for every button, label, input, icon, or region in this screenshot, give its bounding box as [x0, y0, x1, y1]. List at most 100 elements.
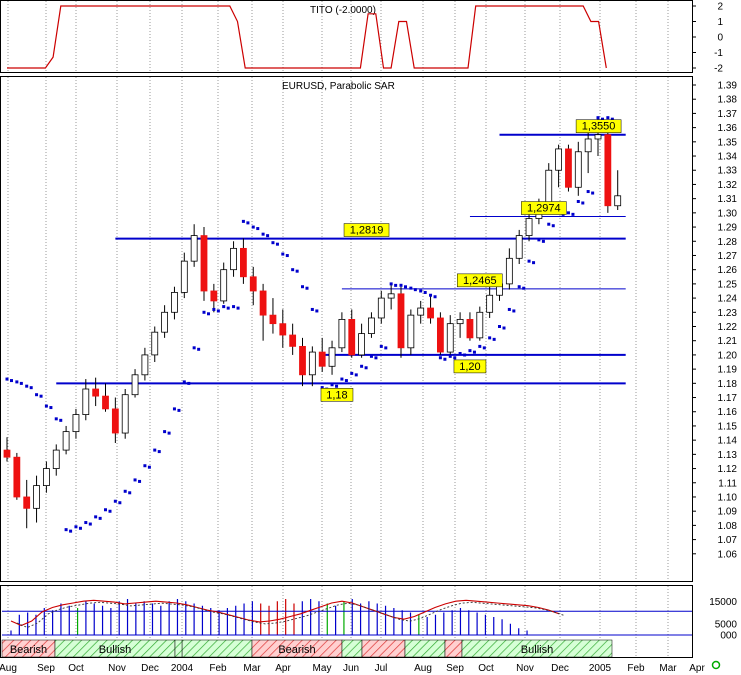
zone-bearish — [361, 639, 406, 658]
candle-body — [594, 134, 602, 140]
sar-dot — [433, 295, 437, 299]
sar-dot — [512, 309, 516, 313]
candle-body — [220, 269, 228, 302]
sar-dot — [537, 238, 541, 242]
candle-body — [466, 318, 474, 339]
x-tick-label: Sep — [37, 663, 55, 674]
price-tick-label: 1.25 — [718, 279, 738, 290]
price-tick-label: 1.07 — [718, 535, 738, 546]
price-tick-label: 1.11 — [718, 478, 737, 489]
sar-dot — [167, 431, 171, 435]
sar-dot — [39, 394, 43, 398]
price-tick-label: 1.30 — [718, 208, 738, 219]
chart-frame — [0, 0, 693, 658]
candle-body — [397, 293, 405, 349]
sar-dot — [601, 117, 604, 121]
price-tick-label: 1.29 — [718, 223, 738, 234]
sar-dot — [157, 450, 161, 454]
candle-body — [348, 318, 356, 356]
price-tick-label: 1.20 — [718, 350, 738, 361]
zone-bullish — [174, 639, 183, 658]
sar-dot — [25, 384, 29, 388]
sar-dot — [78, 526, 82, 530]
sar-dot — [108, 509, 112, 513]
sar-dot — [305, 286, 309, 290]
sar-dot — [88, 522, 92, 526]
level-label-box — [320, 388, 354, 402]
zone-label: Bearish — [10, 644, 47, 656]
tito-line-path — [7, 5, 607, 69]
sar-dot — [453, 356, 457, 360]
sar-dot — [118, 501, 122, 505]
candle-body — [476, 311, 484, 339]
tito-tick-label: -2 — [714, 64, 723, 75]
candle-body — [358, 333, 366, 356]
zone-label: Bullish — [99, 644, 131, 656]
price-tick-label: 1.32 — [718, 180, 738, 191]
sar-dot — [522, 286, 526, 290]
x-tick-label: Apr — [689, 663, 705, 674]
zone-bearish — [444, 639, 463, 658]
candle-body — [171, 292, 178, 313]
price-tick-label: 1.35 — [718, 137, 738, 148]
sar-dot — [360, 364, 364, 368]
price-tick-label: 1.21 — [718, 336, 738, 347]
candle-body — [23, 496, 31, 509]
sar-dot — [216, 309, 220, 313]
price-tick-label: 1.26 — [718, 265, 738, 276]
sar-dot — [295, 269, 299, 273]
candle-body — [299, 345, 306, 376]
support-resistance-levels — [56, 133, 626, 385]
candle-body — [121, 394, 129, 434]
sar-dot — [463, 353, 467, 357]
sar-dot — [123, 489, 127, 493]
sar-dot — [285, 254, 289, 258]
x-tick-label: Nov — [516, 663, 534, 674]
price-tick-label: 1.27 — [718, 251, 738, 262]
sar-dot — [429, 293, 433, 297]
sar-dot — [482, 346, 486, 350]
sar-dot — [143, 464, 147, 468]
volume-tick-label: 000 — [720, 631, 737, 642]
sar-dot — [320, 386, 324, 390]
sar-dot — [571, 212, 575, 216]
level-label-box — [453, 359, 487, 374]
price-tick-label: 1.16 — [718, 407, 738, 418]
sar-dot — [419, 289, 423, 293]
candle-body — [555, 148, 562, 171]
sar-dot — [335, 384, 339, 388]
candle-body — [82, 388, 90, 415]
candle-body — [200, 235, 208, 292]
price-tick-label: 1.14 — [718, 436, 738, 447]
volume-tick-label: 15000 — [709, 597, 737, 608]
zone-bullish — [404, 639, 446, 658]
price-tick-label: 1.10 — [718, 492, 738, 503]
zone-bullish — [461, 639, 613, 658]
refresh-icon[interactable] — [711, 660, 721, 670]
sar-dot — [147, 465, 151, 469]
sar-dot — [547, 222, 551, 226]
sar-dot — [232, 305, 236, 309]
price-tick-label: 1.22 — [718, 322, 738, 333]
sar-dot — [98, 516, 102, 520]
sar-dot — [59, 418, 63, 422]
sar-dot — [502, 326, 506, 330]
parabolic-sar-dots — [5, 116, 614, 533]
candle-body — [62, 431, 70, 451]
candle-body — [584, 138, 592, 153]
sar-dot — [394, 283, 398, 287]
x-tick-label: Mar — [659, 663, 677, 674]
tito-tick-label: -1 — [714, 48, 723, 59]
price-tick-label: 1.37 — [718, 109, 738, 120]
sar-dot — [29, 386, 33, 390]
zone-label: Bullish — [521, 644, 553, 656]
x-tick-label: Feb — [627, 663, 645, 674]
candle-body — [338, 318, 346, 349]
candle-body — [515, 235, 523, 259]
x-tick-label: 2004 — [171, 663, 194, 674]
sar-dot — [64, 528, 68, 532]
sar-dot — [15, 380, 19, 384]
sar-dot — [138, 479, 142, 483]
tito-tick-label: 1 — [717, 17, 723, 28]
sar-dot — [207, 312, 210, 316]
